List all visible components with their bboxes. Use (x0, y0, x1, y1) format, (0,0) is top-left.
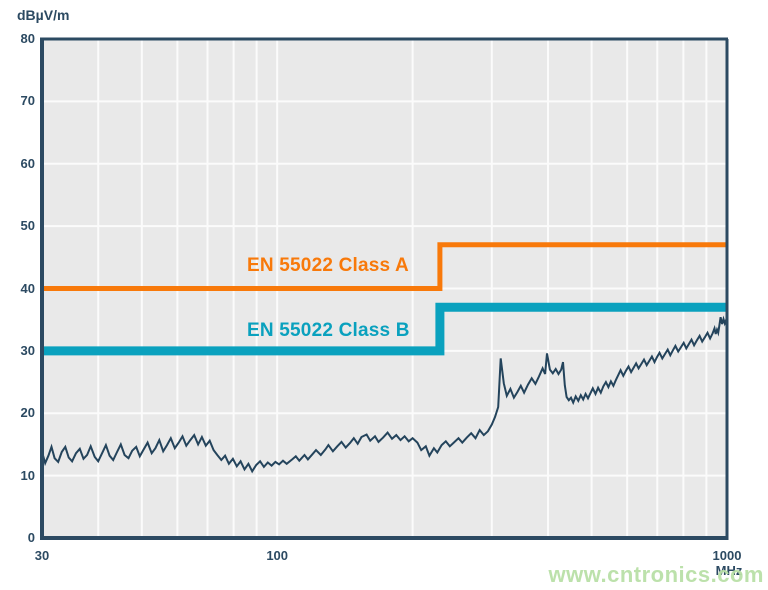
y-tick-label: 40 (20, 280, 35, 296)
x-tick-label: 30 (34, 548, 50, 563)
class-b-limit-line (42, 302, 727, 356)
y-tick-label: 0 (27, 530, 35, 545)
y-tick-label: 20 (20, 405, 35, 421)
y-tick-label: 70 (20, 93, 35, 109)
y-axis-unit-label: dBµV/m (17, 7, 70, 23)
y-tick-label: 60 (20, 155, 35, 171)
class-a-limit-line (42, 242, 727, 291)
x-tick-label: 1000 (712, 548, 742, 563)
x-tick-label: 100 (266, 548, 289, 563)
y-tick-label: 50 (20, 218, 35, 234)
watermark-text: www.cntronics.com (548, 562, 764, 587)
class-a-limit-label: EN 55022 Class A (247, 255, 409, 276)
measured-emissions-trace (41, 315, 728, 474)
class-b-limit-label: EN 55022 Class B (247, 320, 410, 341)
y-tick-label: 10 (20, 467, 35, 483)
y-tick-label: 80 (20, 31, 35, 46)
y-tick-label: 30 (20, 342, 35, 358)
x-axis-unit-label: MHz (715, 563, 743, 578)
